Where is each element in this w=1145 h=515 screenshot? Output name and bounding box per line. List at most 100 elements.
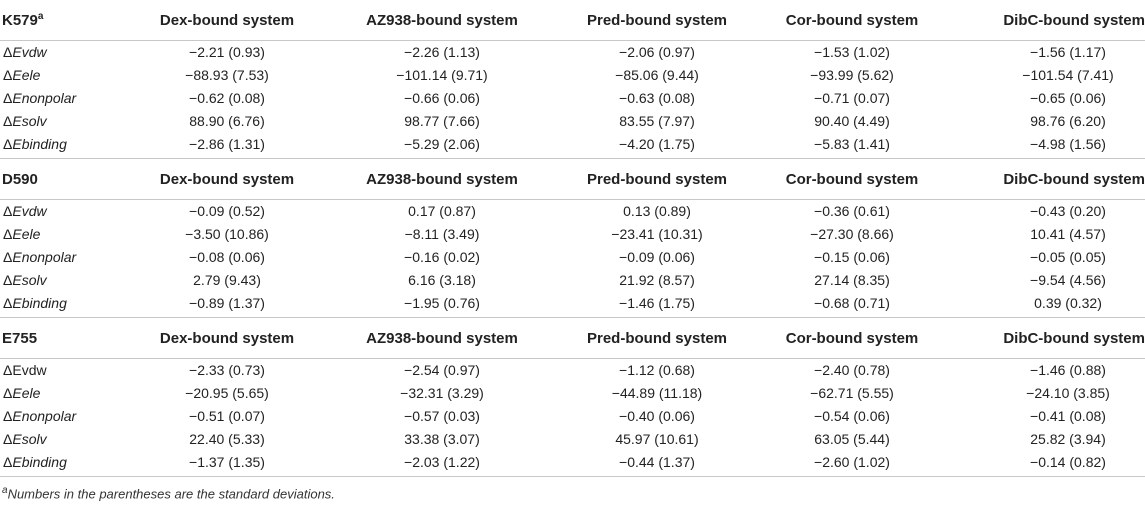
energy-term-name: Esolv: [12, 271, 47, 288]
value-cell: −0.65 (0.06): [1030, 89, 1106, 106]
column-header: Dex-bound system: [132, 317, 322, 359]
value-cell: −0.09 (0.06): [619, 248, 695, 265]
residue-footnote-marker: a: [37, 11, 44, 22]
group-header-row: D590 Dex-bound system AZ938-bound system Pr…: [0, 158, 1145, 200]
energy-term-label: ΔEsolv: [0, 268, 132, 291]
residue-label: E755: [0, 317, 132, 359]
value-cell: −0.63 (0.08): [619, 89, 695, 106]
table-row: ΔEele −88.93 (7.53) −101.14 (9.71) −85.06 (…: [0, 63, 1145, 86]
delta-symbol: Δ: [3, 202, 13, 219]
value-cell: −0.51 (0.07): [189, 407, 265, 424]
table-row: ΔEbinding −1.37 (1.35) −2.03 (1.22) −0.44 (…: [0, 450, 1145, 477]
energy-term-label: ΔEele: [0, 381, 132, 404]
value-cell: 98.76 (6.20): [1030, 112, 1106, 129]
energy-term-name: Esolv: [12, 430, 47, 447]
value-cell: −32.31 (3.29): [400, 384, 484, 401]
value-cell: −1.37 (1.35): [132, 450, 322, 477]
column-header: Cor-bound system: [785, 11, 919, 29]
delta-symbol: Δ: [3, 248, 13, 265]
value-cell: 63.05 (5.44): [814, 430, 890, 447]
value-cell: 0.17 (0.87): [322, 199, 562, 222]
value-cell: −0.43 (0.20): [952, 199, 1145, 222]
energy-term-label: ΔEbinding: [0, 132, 132, 159]
value-cell: −0.14 (0.82): [952, 450, 1145, 477]
residue-label: D590: [0, 158, 132, 200]
table-row: ΔEsolv 88.90 (6.76) 98.77 (7.66) 83.55 (7.9…: [0, 109, 1145, 132]
value-cell: 90.40 (4.49): [814, 112, 890, 129]
value-cell: −27.30 (8.66): [810, 225, 894, 242]
value-cell: −2.60 (1.02): [752, 450, 952, 477]
energy-term-name: Eele: [12, 66, 41, 83]
value-cell: −0.09 (0.52): [132, 199, 322, 222]
delta-symbol: Δ: [3, 43, 13, 60]
value-cell: 83.55 (7.97): [619, 112, 695, 129]
value-cell: −24.10 (3.85): [1026, 384, 1110, 401]
value-cell: −0.62 (0.08): [189, 89, 265, 106]
value-cell: −9.54 (4.56): [1030, 271, 1106, 288]
value-cell: −0.89 (1.37): [189, 294, 265, 311]
value-cell: −4.20 (1.75): [619, 135, 695, 152]
energy-term-name: Enonpolar: [12, 248, 77, 265]
value-cell: −2.86 (1.31): [189, 135, 265, 152]
value-cell: −2.54 (0.97): [322, 358, 562, 381]
energy-term-name: Enonpolar: [12, 407, 77, 424]
footnote-marker: a: [2, 485, 8, 496]
energy-term-name: Ebinding: [12, 294, 67, 311]
delta-symbol: Δ: [3, 361, 13, 378]
value-cell: −1.56 (1.17): [952, 40, 1145, 63]
value-cell: −2.21 (0.93): [132, 40, 322, 63]
value-cell: −1.53 (1.02): [752, 40, 952, 63]
column-header: Pred-bound system: [586, 11, 728, 29]
value-cell: 2.79 (9.43): [193, 271, 261, 288]
group-header-row: K579a Dex-bound system AZ938-bound system P…: [0, 0, 1145, 41]
delta-symbol: Δ: [3, 135, 13, 152]
value-cell: −0.05 (0.05): [1030, 248, 1106, 265]
value-cell: −2.33 (0.73): [132, 358, 322, 381]
value-cell: −5.83 (1.41): [814, 135, 890, 152]
energy-term-label: ΔEvdw: [0, 40, 132, 63]
value-cell: 10.41 (4.57): [1030, 225, 1106, 242]
table-row: ΔEnonpolar −0.08 (0.06) −0.16 (0.02) −0.09 …: [0, 245, 1145, 268]
table-row: ΔEnonpolar −0.62 (0.08) −0.66 (0.06) −0.63 …: [0, 86, 1145, 109]
column-header: Cor-bound system: [752, 158, 952, 200]
value-cell: −101.54 (7.41): [1022, 66, 1114, 83]
value-cell: −85.06 (9.44): [615, 66, 699, 83]
energy-term-label: ΔEsolv: [0, 427, 132, 450]
energy-term-label: ΔEele: [0, 63, 132, 86]
residue-name: E755: [2, 329, 38, 347]
value-cell: −2.06 (0.97): [562, 40, 752, 63]
footnote-text: Numbers in the parentheses are the stand…: [7, 486, 335, 502]
table-row: ΔEnonpolar −0.51 (0.07) −0.57 (0.03) −0.40 …: [0, 404, 1145, 427]
residue-label: K579a: [0, 0, 132, 41]
value-cell: −1.95 (0.76): [404, 294, 480, 311]
energy-term-name: Evdw: [12, 361, 47, 378]
energy-term-label: ΔEele: [0, 222, 132, 245]
delta-symbol: Δ: [3, 66, 13, 83]
value-cell: −3.50 (10.86): [185, 225, 269, 242]
value-cell: −5.29 (2.06): [404, 135, 480, 152]
value-cell: −23.41 (10.31): [611, 225, 703, 242]
residue-name: K579: [2, 12, 38, 29]
group-header-row: E755 Dex-bound system AZ938-bound system Pr…: [0, 317, 1145, 359]
energy-term-label: ΔEbinding: [0, 291, 132, 318]
energy-decomposition-table: K579a Dex-bound system AZ938-bound system P…: [0, 0, 1145, 477]
table-row: ΔEsolv 2.79 (9.43) 6.16 (3.18) 21.92 (8.57)…: [0, 268, 1145, 291]
value-cell: −0.36 (0.61): [752, 199, 952, 222]
delta-symbol: Δ: [3, 430, 13, 447]
value-cell: −0.57 (0.03): [404, 407, 480, 424]
table-row: ΔEele −20.95 (5.65) −32.31 (3.29) −44.89 (1…: [0, 381, 1145, 404]
delta-symbol: Δ: [3, 89, 13, 106]
value-cell: −1.46 (1.75): [619, 294, 695, 311]
delta-symbol: Δ: [3, 271, 13, 288]
value-cell: 98.77 (7.66): [404, 112, 480, 129]
table-row: ΔEvdw −2.21 (0.93) −2.26 (1.13) −2.06 (0.97…: [0, 40, 1145, 63]
column-header: Dex-bound system: [132, 158, 322, 200]
delta-symbol: Δ: [3, 225, 13, 242]
table-footnote: aNumbers in the parentheses are the stan…: [0, 485, 1145, 501]
energy-term-name: Eele: [12, 384, 41, 401]
value-cell: 0.13 (0.89): [562, 199, 752, 222]
value-cell: 33.38 (3.07): [404, 430, 480, 447]
value-cell: −0.71 (0.07): [814, 89, 890, 106]
value-cell: −101.14 (9.71): [396, 66, 488, 83]
energy-term-label: ΔEvdw: [0, 358, 132, 381]
